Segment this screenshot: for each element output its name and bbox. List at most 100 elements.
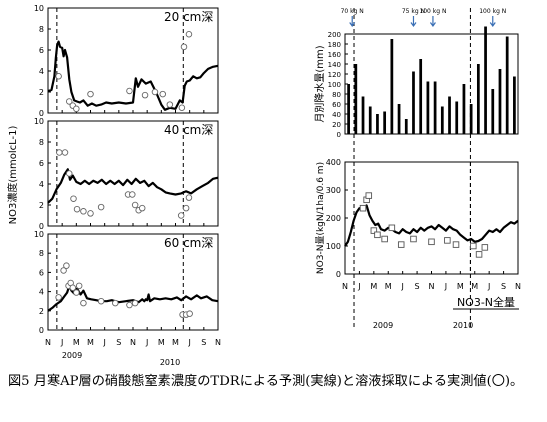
right-bar-ytick-label-6: 120 [328,71,341,79]
right-panel-4-ytick-label-1: 100 [326,242,341,251]
right-panel-4-point-11 [452,241,460,248]
right-bar-ytick-label-9: 180 [328,41,341,49]
left-month-label-4: J [102,338,105,347]
left-panel-0-point-3 [73,105,80,113]
figure-caption: 図5 月寒AP層の硝酸態窒素濃度のTDRによる予測(実線)と溶液採取による実測値… [8,374,524,389]
right-month-label-11: S [501,282,506,291]
right-month-label-4: J [400,282,403,291]
right-bar-5 [383,111,387,134]
right-panel-4-point-10 [444,237,451,244]
left-panel-1-ytick-label-2: 4 [39,180,44,189]
right-bar-ytick-label-4: 80 [332,91,341,99]
left-panel-0-point-10 [178,104,186,111]
left-panel-1-point-9 [129,191,136,198]
right-bar-15 [455,101,459,134]
right-panel-4-ytick-label-2: 200 [326,214,341,223]
right-line-ylabel: NO3-N量(kgN/1ha/0.6 m) [315,162,326,274]
right-bar-0 [347,84,350,134]
right-annotation-3: 100 kg N [479,8,506,15]
left-panel-0-title: 20 cm深 [164,10,213,24]
left-panel-0-ytick-label-5: 10 [34,4,44,13]
left-panel-2-point-1 [60,267,67,274]
right-panel-4-point-0 [359,204,367,212]
left-month-label-1: J [60,338,63,347]
left-panel-1-point-6 [87,210,94,217]
right-month-label-5: S [415,282,420,291]
right-annotation-arrow-1 [410,16,417,28]
right-panel-4-point-6 [388,224,396,232]
left-panel-1-point-3 [70,195,77,202]
right-month-label-2: M [370,282,377,291]
right-panel-4-ytick-label-3: 300 [326,186,341,195]
right-year-label-1: 2010 [453,321,473,330]
left-panel-1-point-4 [73,205,81,213]
left-month-label-11: S [201,338,206,347]
left-panel-1-point-2 [65,170,73,177]
figure-canvas: 0 2 4 6 8 10 20 cm深 0 2 4 6 8 10 40 cm深 0 2 4 6 8 10 60 cm深 N… [6,4,521,367]
right-bar-14 [448,96,451,134]
left-panel-2-ytick-label-4: 8 [39,249,44,258]
right-bar-ylabel: 月別降水量(mm) [313,45,326,122]
right-panel-4-ytick-label-0: 0 [336,270,341,279]
left-panel-2-point-12 [131,299,139,307]
right-bar-11 [426,81,430,134]
left-panel-2-point-2 [63,262,70,269]
right-bar-3 [368,106,372,134]
right-annotation-arrow-0 [349,16,356,28]
right-bar-18 [476,64,480,134]
left-panel-0-ytick-label-3: 6 [39,46,44,55]
right-bar-1 [354,64,358,134]
left-panel-0-point-4 [87,90,94,98]
right-panel-4-point-12 [470,242,477,250]
right-year-label-0: 2009 [373,321,393,330]
right-month-label-7: J [444,282,447,291]
left-panel-0-point-11 [180,43,188,51]
right-panel-4-point-9 [428,238,435,246]
right-month-label-9: M [471,282,478,291]
left-panel-1-point-1 [61,149,69,156]
left-panel-2-point-0 [55,294,62,301]
right-bar-21 [498,69,502,134]
right-month-label-10: J [487,282,490,291]
left-month-label-9: M [172,338,179,347]
left-month-label-12: N [215,338,221,347]
left-panel-0-point-0 [55,72,62,80]
left-panel-0-ytick-label-4: 8 [39,25,44,34]
right-legend-label: NO3-N全量 [457,295,515,309]
left-month-label-0: N [45,338,51,347]
left-year-label-0: 2009 [62,351,82,360]
left-panel-2-ytick-label-0: 0 [39,326,44,335]
right-panel-4-ytick-label-4: 400 [326,158,341,167]
left-year-label-1: 2010 [160,358,180,367]
left-panel-1-point-15 [185,194,193,201]
right-bar-8 [404,119,408,134]
right-month-label-3: M [385,282,392,291]
right-bar-13 [440,106,444,134]
right-bar-ytick-label-0: 0 [337,131,341,139]
left-panel-0-ytick-label-0: 0 [39,109,44,118]
right-bar-20 [491,89,495,134]
right-bar-23 [513,76,516,134]
left-panel-2-point-5 [69,284,77,292]
left-panel-1-ytick-label-4: 8 [39,138,44,147]
right-bar-17 [469,104,473,134]
right-bar-ytick-label-3: 60 [332,101,341,109]
right-annotation-arrow-3 [489,16,496,28]
right-bar-16 [462,84,466,134]
left-panel-2-ytick-label-3: 6 [39,268,44,277]
left-panel-2-point-7 [75,282,83,290]
left-panel-2-title: 60 cm深 [164,236,213,250]
left-panel-1-ytick-label-3: 6 [39,159,44,168]
right-annotation-0: 70 kg N [341,8,364,15]
right-bar-9 [412,71,415,134]
right-bar-10 [419,59,423,134]
right-panel-4-point-13 [475,251,483,258]
left-month-label-2: M [73,338,80,347]
right-annotation-1: 75 kg N [402,8,425,15]
left-panel-1-series-line [47,168,219,204]
left-panel-0-ytick-label-1: 2 [39,88,44,97]
left-panel-1-ytick-label-5: 10 [34,117,44,126]
left-panel-0-point-12 [185,31,193,38]
left-panel-0-series-line [47,40,219,111]
right-bar-6 [390,39,394,134]
